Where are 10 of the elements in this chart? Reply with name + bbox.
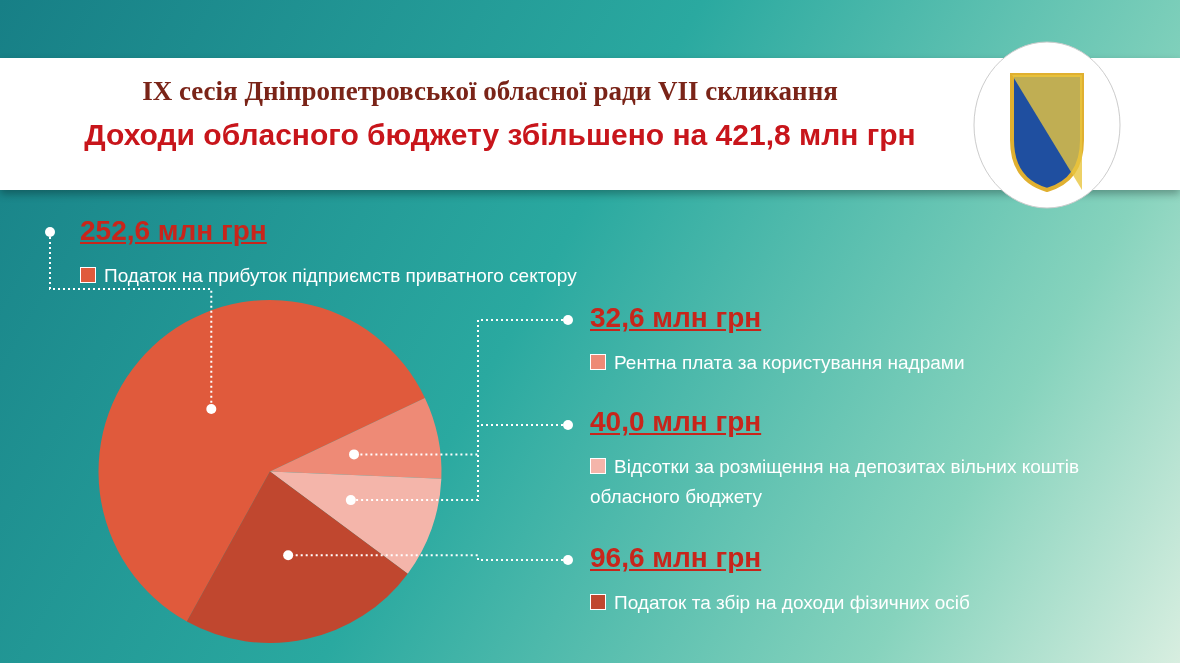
chart-subtitle: Доходи обласного бюджету збільшено на 421,8 млн грн (83, 118, 917, 152)
data-label: 252,6 млн грн (80, 215, 268, 247)
legend-label: Рентна плата за користування надрами (613, 351, 966, 375)
data-label: 96,6 млн грн (590, 542, 763, 574)
chart-title: IX сесія Дніпропетровської обласної ради VII скликання (141, 76, 839, 107)
legend-label: Відсотки за розміщення на депозитах вільних коштів обласного бюджету (590, 455, 1081, 509)
data-label: 40,0 млн грн (590, 406, 763, 438)
legend-label: Податок та збір на доходи фізичних осіб (613, 591, 971, 615)
data-label: 32,6 млн грн (590, 302, 763, 334)
legend-label: Податок на прибуток підприємств приватного сектору (103, 264, 578, 288)
